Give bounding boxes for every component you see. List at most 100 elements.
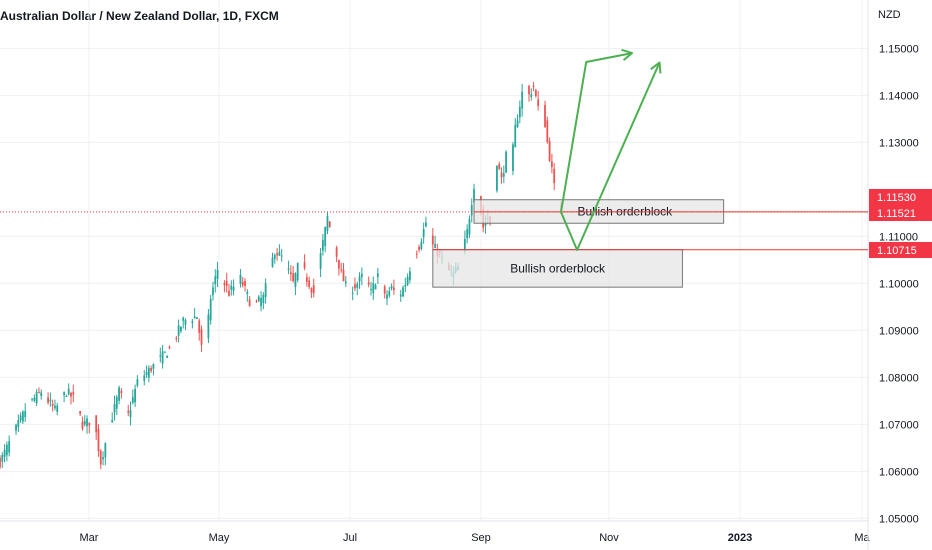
y-tick-label: 1.05000 [879, 513, 919, 525]
price-badge-label: 1.10715 [877, 245, 917, 257]
candle-down [431, 235, 434, 245]
currency-label: NZD [878, 9, 901, 21]
bullish-orderblock-2[interactable] [432, 249, 683, 288]
candle-up [473, 188, 475, 203]
candle-down [276, 253, 278, 256]
candle-up [264, 283, 267, 298]
projection-arrow-1[interactable] [560, 52, 633, 213]
candle-up [468, 219, 471, 235]
candle-down [528, 86, 530, 95]
candle-up [35, 391, 38, 404]
candle-down [312, 284, 315, 294]
candle-up [496, 166, 498, 191]
y-tick-label: 1.07000 [879, 419, 919, 431]
candle-down [223, 283, 226, 285]
price-badge [869, 205, 932, 221]
candle-up [1, 454, 4, 462]
candle-up [324, 227, 327, 247]
candle-up [63, 392, 66, 396]
candle-down [244, 281, 246, 286]
candle-up [191, 321, 194, 324]
candle-up [129, 409, 132, 417]
candle-up [351, 292, 354, 294]
candle-down [225, 280, 228, 286]
candle-up [484, 223, 487, 226]
candle-up [402, 287, 404, 297]
candle-up [370, 289, 372, 291]
candle-up [530, 94, 533, 98]
candle-down [328, 221, 331, 228]
candle-down [292, 273, 295, 282]
candle-up [145, 372, 148, 375]
candle-down [335, 247, 338, 257]
candle-up [134, 388, 137, 403]
candle-up [209, 299, 212, 321]
candle-down [198, 320, 201, 333]
candle-down [79, 411, 82, 414]
candle-up [24, 411, 27, 418]
candle-up [257, 296, 260, 302]
candle-up [409, 271, 411, 281]
candle-down [241, 281, 244, 286]
candle-down [88, 422, 91, 426]
candle-down [537, 99, 540, 107]
candle-down [99, 450, 102, 465]
candle-up [49, 399, 52, 402]
candle-up [115, 396, 118, 409]
candle-up [19, 415, 22, 421]
candle-up [319, 253, 322, 269]
candle-up [390, 285, 393, 289]
candle-up [374, 284, 377, 290]
candle-up [15, 424, 17, 431]
arrowhead-icon [650, 61, 662, 74]
candle-up [67, 388, 70, 395]
candle-up [131, 397, 134, 403]
candle-up [294, 273, 297, 287]
candle-up [56, 405, 59, 412]
candle-up [466, 229, 469, 239]
projection-arrow-2[interactable] [560, 62, 661, 251]
y-tick-label: 1.10000 [879, 278, 919, 290]
candle-down [72, 392, 75, 395]
candle-down [81, 421, 84, 429]
candle-up [356, 283, 359, 288]
candle-up [65, 395, 68, 397]
candle-down [546, 120, 549, 142]
candle-up [516, 120, 519, 128]
x-tick-label: 2023 [728, 532, 752, 544]
price-badge-label: 1.11521 [877, 208, 916, 220]
candle-down [228, 290, 230, 296]
candle-up [262, 294, 265, 304]
candle-up [177, 325, 180, 336]
candle-up [463, 238, 466, 253]
candle-down [248, 299, 251, 307]
candle-up [404, 285, 407, 287]
candle-down [47, 397, 49, 403]
candle-down [0, 457, 1, 468]
candle-down [342, 269, 345, 282]
candle-up [161, 351, 164, 364]
candle-up [296, 263, 299, 281]
candle-up [278, 251, 281, 256]
candle-up [216, 269, 219, 279]
candle-down [310, 288, 313, 293]
candle-up [193, 316, 196, 319]
candle-up [344, 281, 347, 284]
candle-up [280, 255, 283, 257]
candle-up [207, 314, 210, 339]
candle-down [415, 253, 418, 255]
candle-up [118, 387, 120, 401]
candle-down [418, 246, 420, 250]
candle-up [184, 320, 187, 325]
candle-up [54, 405, 56, 409]
candle-up [512, 144, 514, 171]
candle-up [287, 268, 290, 270]
candle-down [498, 164, 501, 169]
candle-up [5, 444, 8, 456]
y-tick-label: 1.06000 [879, 466, 919, 478]
candle-down [255, 300, 258, 302]
candle-up [518, 106, 521, 118]
x-tick-label: Nov [599, 532, 619, 544]
price-badge-label: 1.11530 [877, 192, 916, 204]
